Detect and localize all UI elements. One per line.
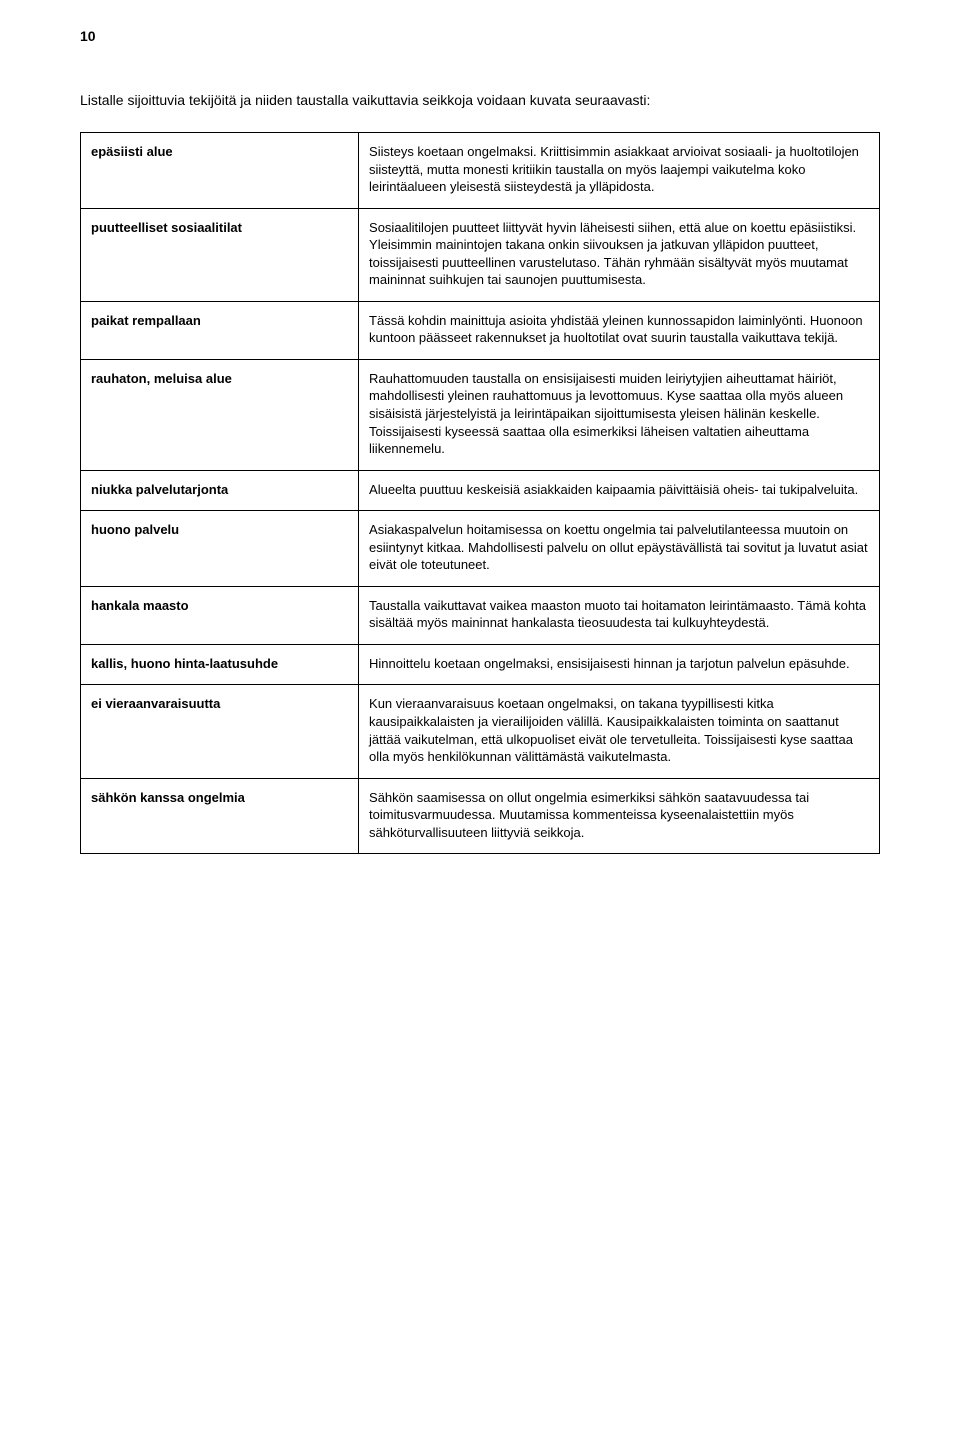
table-row: huono palveluAsiakaspalvelun hoitamisess…	[81, 511, 880, 587]
table-row: rauhaton, meluisa alueRauhattomuuden tau…	[81, 359, 880, 470]
table-row: epäsiisti alueSiisteys koetaan ongelmaks…	[81, 133, 880, 209]
description-cell: Sosiaalitilojen puutteet liittyvät hyvin…	[359, 208, 880, 301]
intro-paragraph: Listalle sijoittuvia tekijöitä ja niiden…	[80, 92, 880, 108]
table-row: paikat rempallaanTässä kohdin mainittuja…	[81, 301, 880, 359]
description-cell: Asiakaspalvelun hoitamisessa on koettu o…	[359, 511, 880, 587]
table-row: ei vieraanvaraisuuttaKun vieraanvaraisuu…	[81, 685, 880, 778]
description-cell: Kun vieraanvaraisuus koetaan ongelmaksi,…	[359, 685, 880, 778]
page-number: 10	[80, 28, 96, 44]
term-cell: paikat rempallaan	[81, 301, 359, 359]
description-cell: Siisteys koetaan ongelmaksi. Kriittisimm…	[359, 133, 880, 209]
term-cell: huono palvelu	[81, 511, 359, 587]
table-row: niukka palvelutarjontaAlueelta puuttuu k…	[81, 470, 880, 511]
table-row: hankala maastoTaustalla vaikuttavat vaik…	[81, 586, 880, 644]
definitions-tbody: epäsiisti alueSiisteys koetaan ongelmaks…	[81, 133, 880, 854]
term-cell: hankala maasto	[81, 586, 359, 644]
term-cell: epäsiisti alue	[81, 133, 359, 209]
term-cell: sähkön kanssa ongelmia	[81, 778, 359, 854]
term-cell: ei vieraanvaraisuutta	[81, 685, 359, 778]
description-cell: Hinnoittelu koetaan ongelmaksi, ensisija…	[359, 644, 880, 685]
term-cell: rauhaton, meluisa alue	[81, 359, 359, 470]
document-page: 10 Listalle sijoittuvia tekijöitä ja nii…	[0, 0, 960, 1453]
table-row: puutteelliset sosiaalitilatSosiaalitiloj…	[81, 208, 880, 301]
description-cell: Rauhattomuuden taustalla on ensisijaises…	[359, 359, 880, 470]
description-cell: Taustalla vaikuttavat vaikea maaston muo…	[359, 586, 880, 644]
description-cell: Alueelta puuttuu keskeisiä asiakkaiden k…	[359, 470, 880, 511]
table-row: kallis, huono hinta-laatusuhdeHinnoittel…	[81, 644, 880, 685]
table-row: sähkön kanssa ongelmiaSähkön saamisessa …	[81, 778, 880, 854]
definitions-table: epäsiisti alueSiisteys koetaan ongelmaks…	[80, 132, 880, 854]
term-cell: puutteelliset sosiaalitilat	[81, 208, 359, 301]
term-cell: niukka palvelutarjonta	[81, 470, 359, 511]
term-cell: kallis, huono hinta-laatusuhde	[81, 644, 359, 685]
description-cell: Sähkön saamisessa on ollut ongelmia esim…	[359, 778, 880, 854]
description-cell: Tässä kohdin mainittuja asioita yhdistää…	[359, 301, 880, 359]
